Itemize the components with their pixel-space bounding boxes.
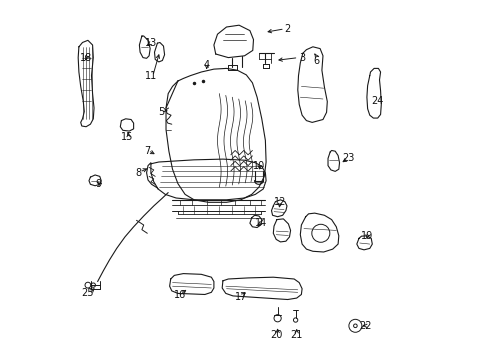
Text: 8: 8 xyxy=(135,168,141,178)
Text: 13: 13 xyxy=(144,38,157,48)
Text: 18: 18 xyxy=(80,53,92,63)
Text: 22: 22 xyxy=(358,321,370,331)
Text: 6: 6 xyxy=(313,56,319,66)
Text: 11: 11 xyxy=(144,71,157,81)
Text: 24: 24 xyxy=(371,96,383,106)
Text: 2: 2 xyxy=(284,24,290,34)
Text: 9: 9 xyxy=(96,179,102,189)
Text: 7: 7 xyxy=(144,146,150,156)
Text: 25: 25 xyxy=(81,288,94,298)
Text: 20: 20 xyxy=(270,330,283,340)
Text: 15: 15 xyxy=(121,132,133,142)
Text: 14: 14 xyxy=(254,218,266,228)
Text: 21: 21 xyxy=(290,330,302,340)
Text: 10: 10 xyxy=(252,161,264,171)
Text: 12: 12 xyxy=(274,197,286,207)
Text: 17: 17 xyxy=(234,292,246,302)
Text: 5: 5 xyxy=(158,107,164,117)
Text: 16: 16 xyxy=(173,290,185,300)
Text: 4: 4 xyxy=(203,60,209,70)
Text: 3: 3 xyxy=(299,53,305,63)
Text: 19: 19 xyxy=(360,231,372,241)
Text: 23: 23 xyxy=(342,153,354,163)
